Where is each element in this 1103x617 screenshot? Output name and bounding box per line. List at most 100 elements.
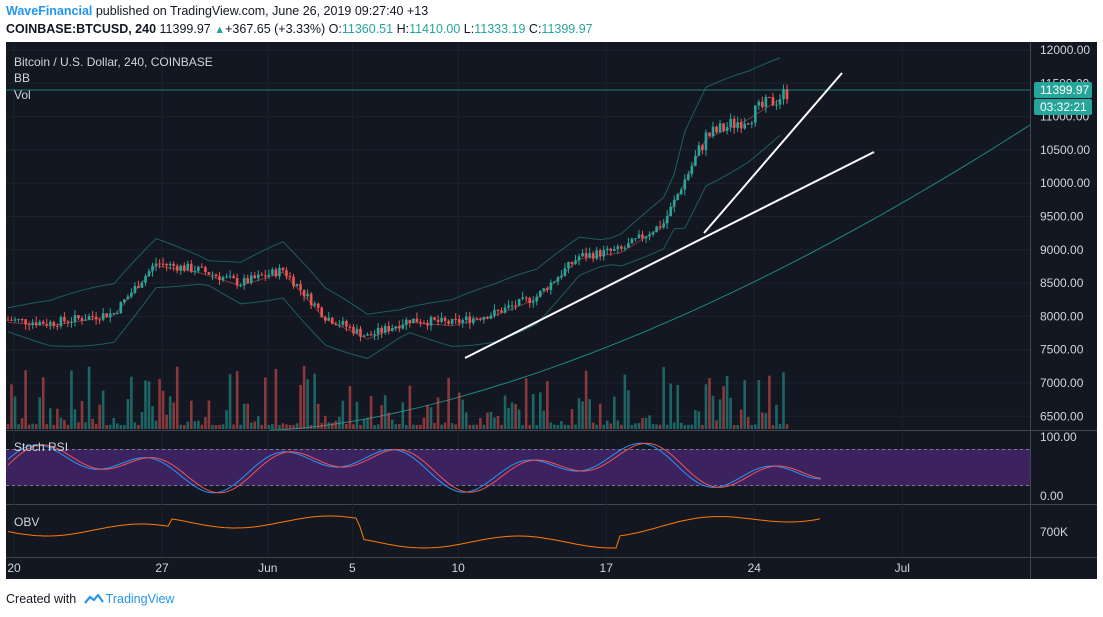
candle-body [553,281,556,283]
close-value: 11399.97 [541,22,593,36]
legend-vol[interactable]: Vol [14,88,31,102]
volume-bar [179,424,183,429]
volume-bar [228,374,232,429]
candle-body [676,194,680,200]
candle-body [479,318,482,320]
candle-body [754,105,757,123]
volume-bar [59,417,63,429]
obv-title[interactable]: OBV [14,515,39,529]
price-pane[interactable] [6,42,1030,430]
candle-body [94,316,98,320]
candle-body [739,122,743,129]
stoch-rsi-title[interactable]: Stoch RSI [14,440,68,454]
volume-bar [77,422,80,429]
candle-body [175,265,179,271]
candle-body [179,265,183,271]
candle-body [17,319,20,321]
candle-body [602,250,606,257]
tradingview-link[interactable]: TradingView [105,592,175,606]
stoch-k-line [7,442,822,494]
symbol-label: COINBASE:BTCUSD, 240 [6,22,157,36]
volume-bar [412,424,415,429]
volume-bar [256,416,260,429]
candle-body [729,118,732,127]
volume-bar [570,409,574,429]
support-curve [269,124,1031,431]
stoch-band [6,449,1030,486]
candle-body [87,316,91,320]
price-axis[interactable] [1030,42,1097,579]
obv-pane[interactable] [6,505,1030,557]
candle-body [331,317,334,324]
volume-bar [595,424,598,429]
volume-bar [672,422,676,429]
price-tick-label: 9500.00 [1040,210,1084,224]
volume-bar [101,390,105,429]
volume-bar [761,412,764,429]
candle-body [271,269,274,275]
created-with-text: Created with [6,592,77,606]
volume-bar [52,424,56,429]
candle-body [447,320,450,324]
candle-body [732,118,736,128]
volume-bar [341,400,345,429]
candle-body [546,288,549,290]
candle-body [672,199,676,207]
volume-bar [489,411,493,429]
price-tick-label: 10000.00 [1040,176,1090,190]
bollinger-bands [7,57,781,359]
volume-bar [630,424,634,429]
volume-bar [739,409,743,429]
volume-bar [20,418,24,429]
volume-bar [637,423,641,429]
candle-body [73,315,77,322]
time-tick-label: 10 [451,561,465,575]
candle-body [130,292,133,297]
volume-bar [214,424,218,429]
trendline-upper[interactable] [703,72,843,234]
low-value: 11333.19 [474,22,526,36]
bb-basis [7,98,781,340]
candle-body [154,263,158,266]
volume-bar [736,424,739,429]
candle-body [267,274,271,277]
candle-body [556,277,560,282]
candle-body [461,319,465,323]
volume-bar [373,424,376,429]
volume-bar [165,414,168,429]
volume-bar [249,422,253,429]
volume-bar [45,424,49,429]
candle-body [711,126,715,137]
candle-body [782,89,785,100]
candle-body [376,327,380,335]
volume-bar [778,423,782,429]
volume-bar [352,424,355,429]
candle-body [785,89,789,100]
volume-bar [426,404,429,429]
candle-body [281,267,285,271]
candle-body [338,324,341,326]
volume-bar [154,420,158,429]
legend-bb[interactable]: BB [14,71,30,85]
price-tick-label: 7000.00 [1040,376,1084,390]
candle-body [119,302,123,313]
publisher-name[interactable]: WaveFinancial [6,4,93,18]
volume-bar [172,402,175,429]
trendline-lower[interactable] [464,151,875,359]
volume-bar [517,409,521,429]
time-axis[interactable] [6,557,1030,579]
candle-body [531,301,535,303]
volume-bar [447,377,450,429]
volume-bar [514,403,517,429]
stoch-d-line [7,442,822,494]
volume-bar [299,384,302,429]
candle-body [126,296,130,300]
volume-bar [119,425,123,429]
volume-bar [27,424,31,429]
candle-body [133,286,137,293]
candle-body [112,313,116,315]
volume-bar [461,399,465,429]
close-label: C: [528,22,542,36]
candle-body [588,253,591,258]
